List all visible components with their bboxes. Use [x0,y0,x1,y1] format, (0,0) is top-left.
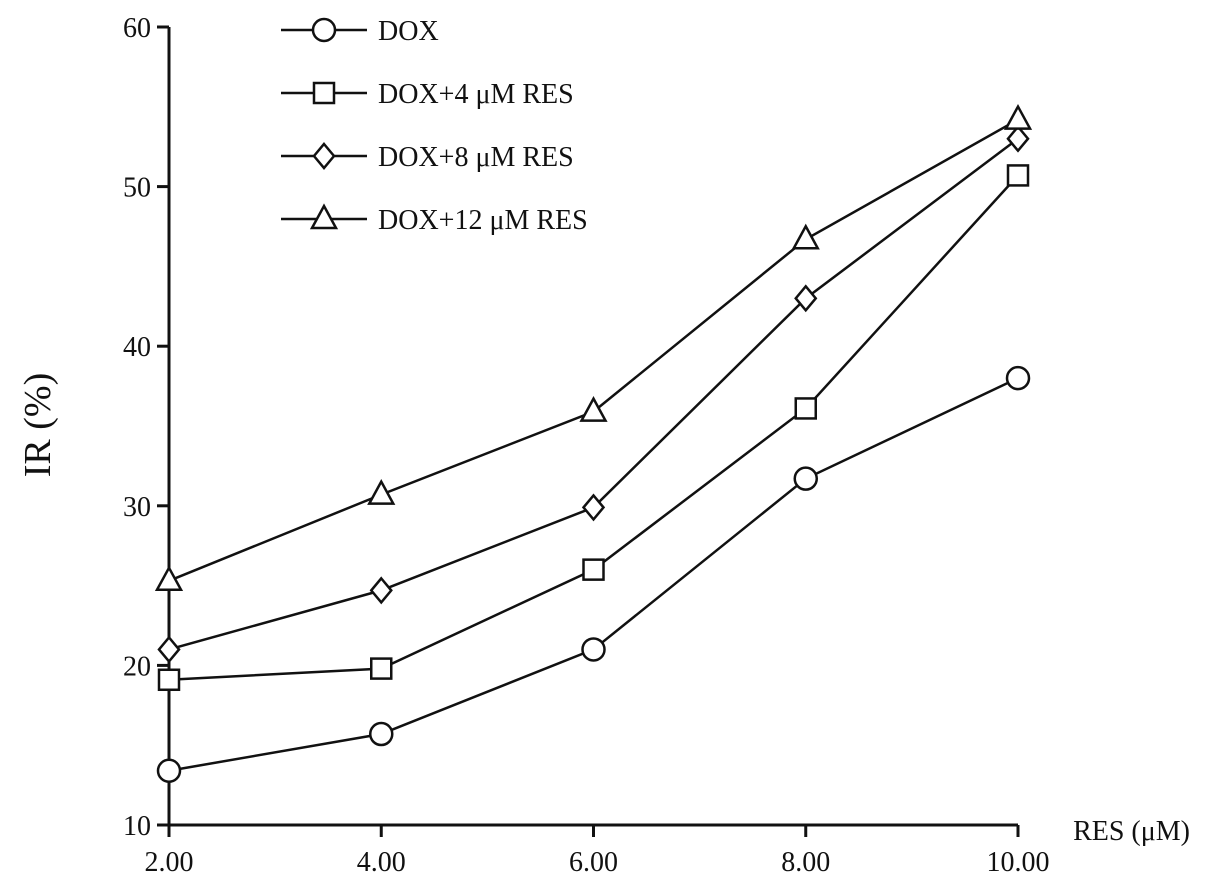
y-tick-label: 30 [123,492,151,523]
legend-label: DOX+12 μM RES [378,205,588,236]
x-tick-label: 6.00 [569,847,618,878]
x-axis-title: RES (μM) [1073,816,1190,847]
data-point-triangle [791,223,820,250]
data-point-triangle [154,565,184,592]
series-diamond [157,124,1030,664]
x-tick-label: 4.00 [357,847,406,878]
legend-label: DOX+8 μM RES [378,142,574,173]
legend-entry: DOX+12 μM RES [281,203,588,236]
legend-entry: DOX+8 μM RES [281,142,574,173]
data-point-diamond [157,635,181,664]
data-point-diamond [369,576,393,605]
x-tick-label: 2.00 [145,847,194,878]
x-tick-label: 8.00 [781,847,830,878]
legend: DOX DOX+4 μM RES DOX+8 μM RES DOX+12 μM RES [281,16,588,236]
series-triangle [154,103,1033,592]
data-point-circle [1005,365,1031,391]
legend-marker-triangle [309,203,339,230]
y-tick-label: 50 [123,173,151,204]
legend-marker-square [312,81,336,105]
data-point-circle [581,637,606,662]
data-point-triangle [1003,103,1033,130]
series-square [157,164,1030,692]
legend-entry: DOX+4 μM RES [281,79,574,110]
data-point-square [794,397,817,420]
data-point-diamond [794,284,818,313]
data-point-square [1006,164,1030,187]
y-axis-title: IR (%) [17,373,59,477]
axes: 10 20 30 40 50 60 2.00 4.00 6.00 8.00 10.00 [123,13,1050,878]
legend-entry: DOX [281,16,439,47]
series-line [168,174,1019,682]
y-tick-label: 20 [123,651,151,682]
data-point-circle [793,466,818,491]
x-tick-label: 10.00 [987,847,1050,878]
data-point-square [370,657,393,680]
legend-label: DOX+4 μM RES [378,79,574,110]
legend-marker-circle [311,17,337,43]
data-point-diamond [581,493,606,522]
data-point-square [582,558,605,581]
data-point-triangle [367,479,396,505]
data-point-circle [369,721,394,747]
y-tick-label: 10 [123,811,151,842]
y-tick-label: 60 [123,13,151,44]
data-point-circle [156,758,182,783]
series-group [154,103,1033,783]
data-point-triangle [579,396,608,422]
data-point-square [157,668,181,692]
legend-marker-diamond [312,142,336,170]
series-circle [156,365,1031,783]
data-point-diamond [1006,124,1030,153]
y-tick-label: 40 [123,332,151,363]
legend-label: DOX [378,16,439,47]
